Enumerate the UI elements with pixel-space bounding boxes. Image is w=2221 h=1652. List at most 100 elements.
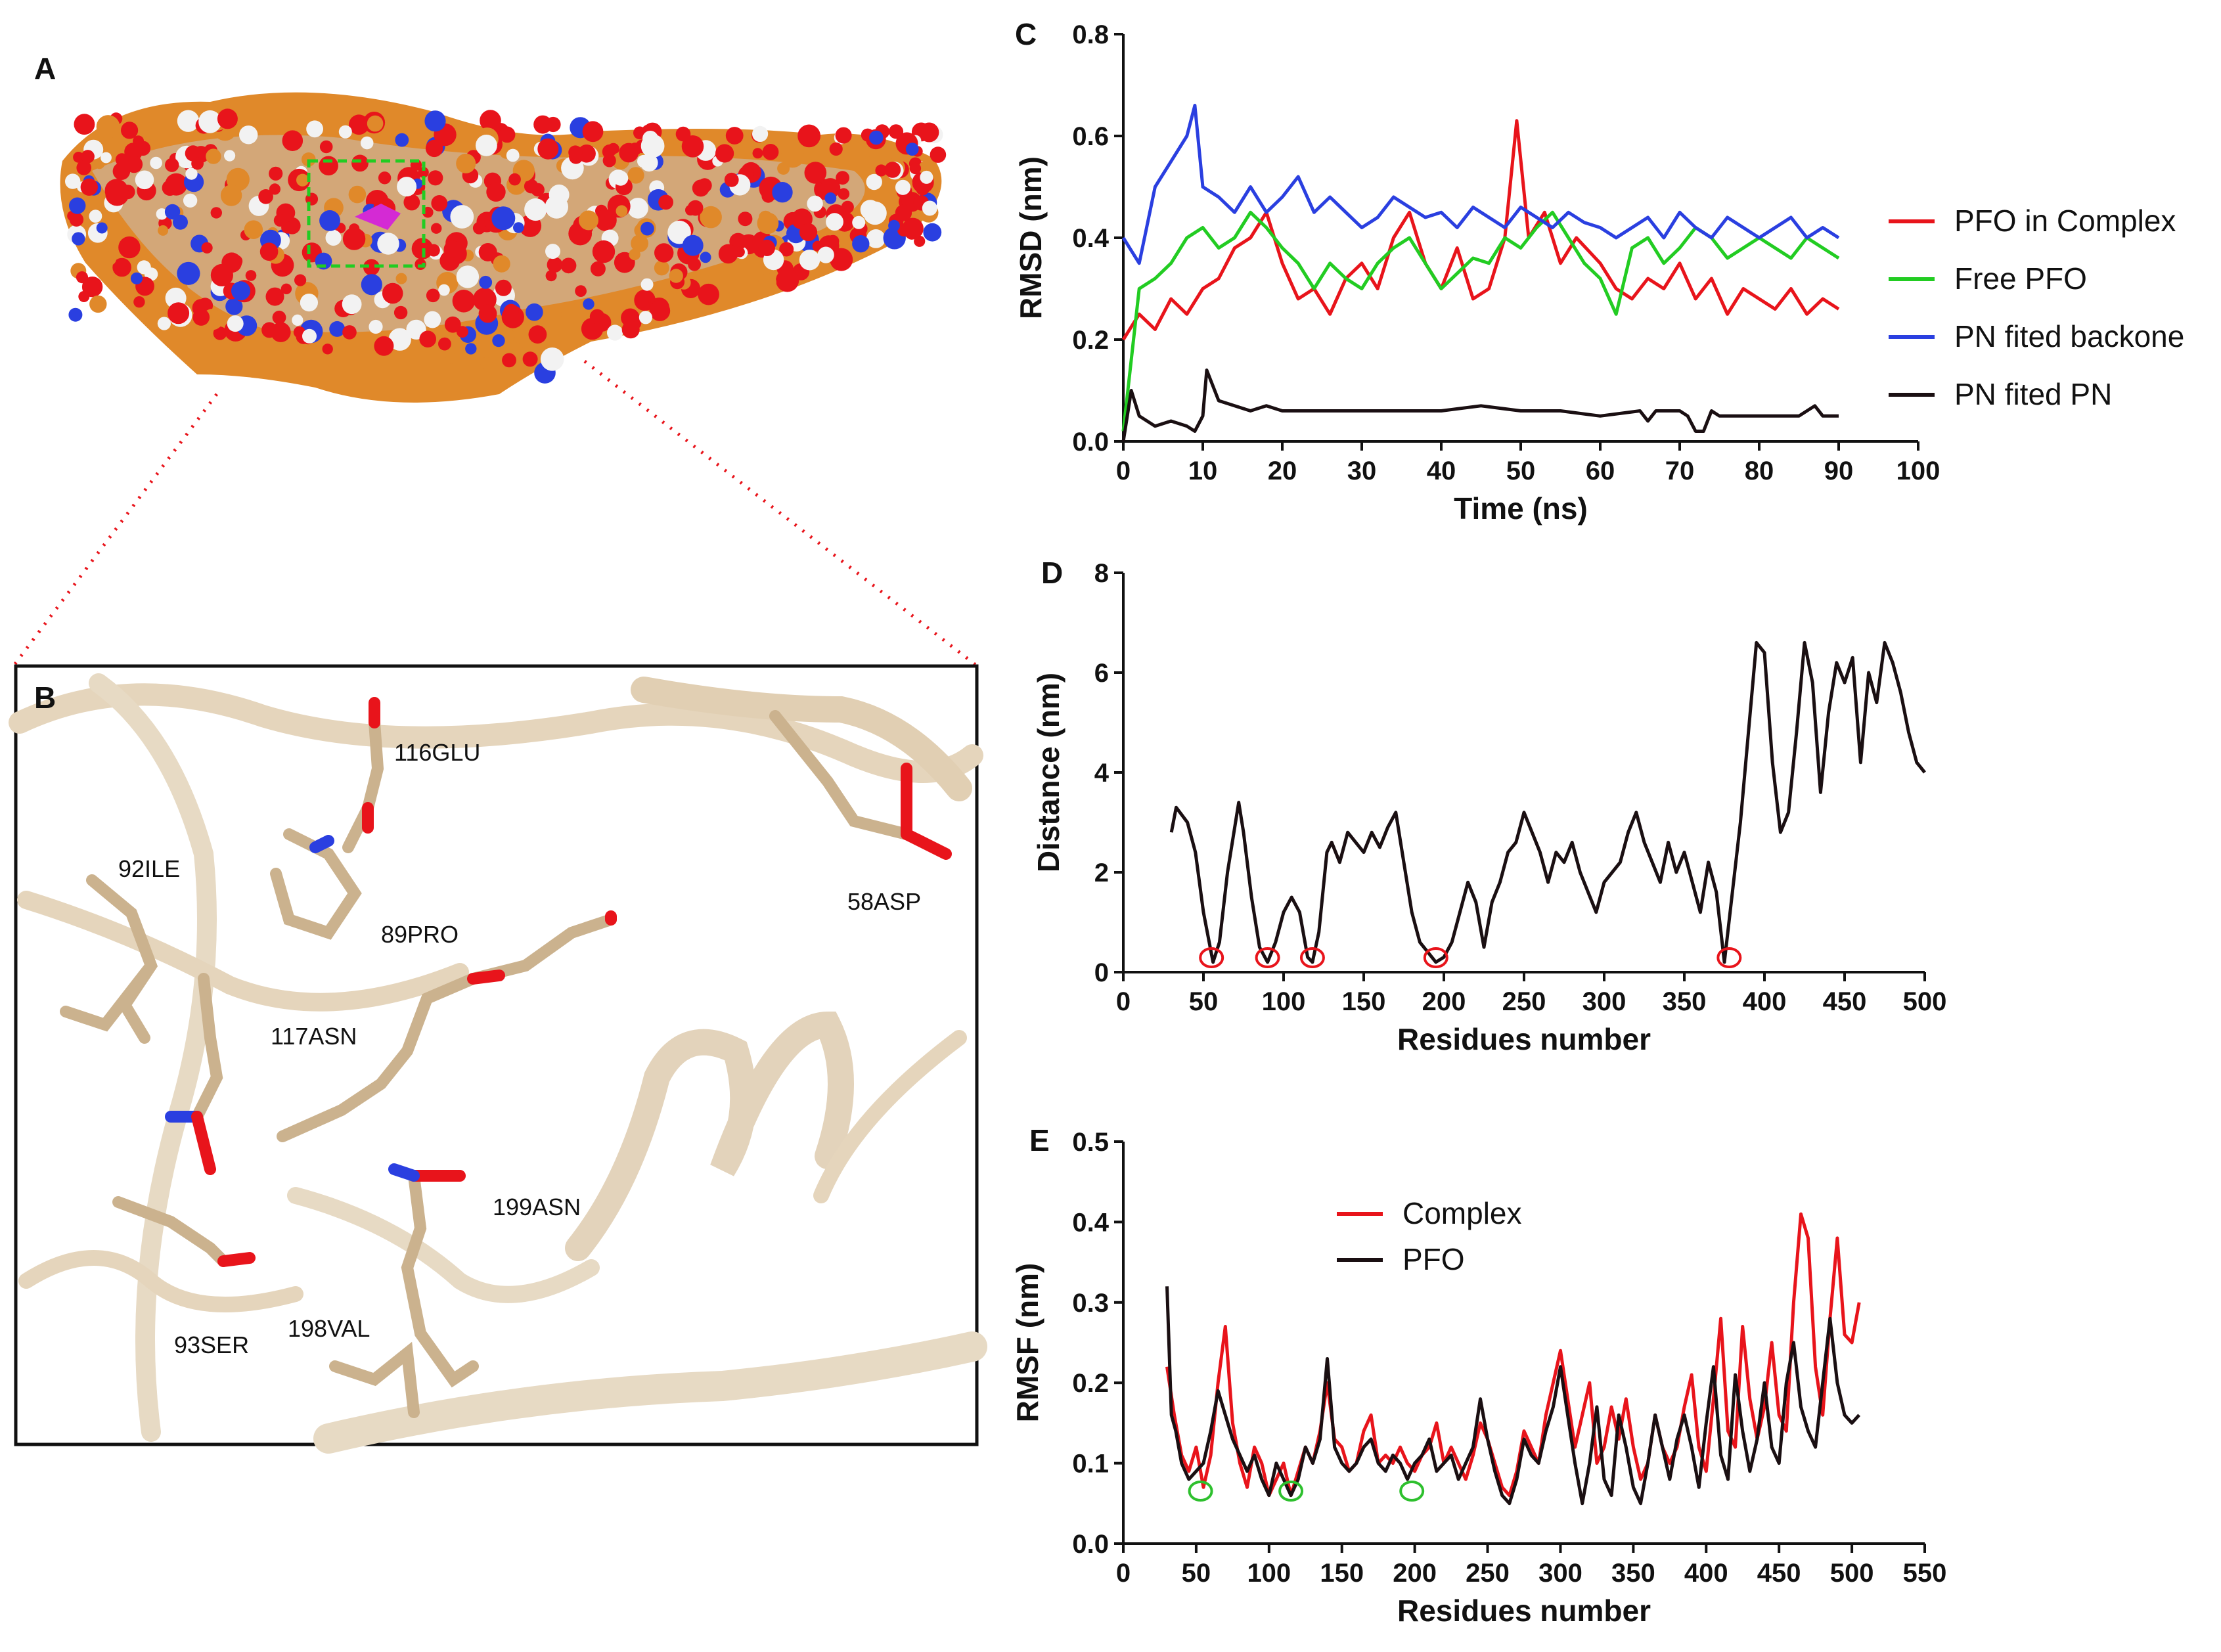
surface-atom-dot xyxy=(443,240,461,258)
surface-atom-dot xyxy=(89,210,102,223)
surface-atom-dot xyxy=(780,145,805,168)
surface-atom-dot xyxy=(590,261,606,277)
zoom-line-left xyxy=(12,393,219,666)
surface-atom-dot xyxy=(220,185,242,206)
x-tick-label: 90 xyxy=(1824,457,1854,485)
surface-atom-dot xyxy=(112,257,131,277)
surface-atom-dot xyxy=(829,142,843,156)
surface-atom-dot xyxy=(450,205,474,229)
surface-atom-dot xyxy=(909,162,922,175)
surface-atom-dot xyxy=(124,143,143,162)
surface-atom-dot xyxy=(752,148,763,159)
surface-atom-dot xyxy=(224,150,236,162)
label-89pro: 89PRO xyxy=(381,921,459,948)
surface-atom-dot xyxy=(922,200,937,216)
surface-atom-dot xyxy=(173,214,188,230)
surface-atom-dot xyxy=(367,115,384,132)
rmsf-chart: 0 50 100 150 200 250 300 350 400 450 500 550 0.0 0.1 0… xyxy=(1010,1128,1946,1628)
surface-atom-dot xyxy=(457,326,468,338)
surface-atom-dot xyxy=(74,114,95,135)
surface-atom-dot xyxy=(361,274,382,296)
surface-atom-dot xyxy=(639,311,653,324)
surface-atom-dot xyxy=(631,234,648,252)
surface-atom-dot xyxy=(306,120,323,138)
surface-atom-dot xyxy=(360,136,374,150)
surface-atom-dot xyxy=(486,182,506,202)
surface-atom-dot xyxy=(508,173,521,186)
surface-atom-dot xyxy=(669,269,683,283)
surface-atom-dot xyxy=(445,353,457,364)
surface-atom-dot xyxy=(231,281,250,301)
surface-atom-dot xyxy=(866,229,886,248)
surface-atom-dot xyxy=(817,246,834,263)
series-line-pfo-in-complex xyxy=(1121,119,1840,341)
x-tick-label: 150 xyxy=(1342,987,1386,1016)
surface-atom-dot xyxy=(492,334,505,347)
surface-atom-dot xyxy=(465,343,477,355)
surface-atom-dot xyxy=(582,121,604,143)
surface-atom-dot xyxy=(824,192,837,204)
series-line-pn-fited-backone xyxy=(1121,104,1840,265)
y-tick-label: 0.2 xyxy=(1072,326,1109,355)
x-tick-label: 50 xyxy=(1189,987,1219,1016)
surface-atom-dot xyxy=(269,183,280,195)
surface-atom-dot xyxy=(718,244,738,264)
surface-atom-dot xyxy=(183,193,198,208)
panel-a-letter: A xyxy=(34,51,56,85)
x-tick-label: 450 xyxy=(1757,1559,1801,1588)
surface-atom-dot xyxy=(476,135,497,156)
surface-atom-dot xyxy=(395,273,407,284)
surface-atom-dot xyxy=(461,350,478,367)
surface-atom-dot xyxy=(378,171,392,185)
surface-atom-dot xyxy=(869,130,884,145)
surface-atom-dot xyxy=(838,188,850,200)
x-tick-label: 350 xyxy=(1611,1559,1655,1588)
surface-atom-dot xyxy=(698,283,719,305)
y-tick-label: 0.6 xyxy=(1072,122,1109,151)
surface-atom-dot xyxy=(418,167,429,178)
x-tick-label: 60 xyxy=(1586,457,1615,485)
surface-atom-dot xyxy=(168,302,190,324)
surface-atom-dot xyxy=(185,145,202,162)
surface-atom-dot xyxy=(81,277,103,298)
x-tick-label: 30 xyxy=(1347,457,1377,485)
x-tick-label: 200 xyxy=(1393,1559,1437,1588)
label-199asn: 199ASN xyxy=(493,1194,581,1220)
series-line-pn-fited-pn xyxy=(1121,368,1839,442)
panel-e-letter: E xyxy=(1029,1123,1050,1157)
y-tick-label: 0.5 xyxy=(1072,1128,1109,1157)
surface-atom-dot xyxy=(201,242,213,254)
surface-atom-dot xyxy=(724,172,739,187)
x-tick-label: 300 xyxy=(1582,987,1626,1016)
surface-atom-dot xyxy=(135,170,154,190)
surface-atom-dot xyxy=(377,233,399,255)
surface-atom-dot xyxy=(210,207,222,219)
surface-atom-dot xyxy=(102,251,117,266)
surface-atom-dot xyxy=(478,304,497,323)
surface-atom-dot xyxy=(545,195,568,219)
surface-atom-dot xyxy=(627,167,644,184)
surface-atom-dot xyxy=(424,311,441,328)
surface-atom-dot xyxy=(820,178,841,198)
surface-atom-dot xyxy=(213,326,227,340)
surface-atom-dot xyxy=(757,212,779,234)
y-tick-label: 8 xyxy=(1094,559,1109,588)
surface-atom-dot xyxy=(592,240,616,263)
y-tick-label: 0.0 xyxy=(1072,1530,1109,1559)
surface-atom-dot xyxy=(642,131,658,146)
surface-atom-dot xyxy=(478,243,497,261)
surface-atom-dot xyxy=(905,143,919,156)
x-tick-label: 70 xyxy=(1665,457,1695,485)
surface-atom-dot xyxy=(629,143,642,156)
surface-atom-dot xyxy=(76,271,89,284)
surface-atom-dot xyxy=(568,145,583,160)
x-tick-label: 80 xyxy=(1745,457,1774,485)
surface-atom-dot xyxy=(101,152,112,164)
x-tick-label: 20 xyxy=(1268,457,1297,485)
surface-atom-dot xyxy=(292,314,303,326)
distance-chart: 0 50 100 150 200 250 300 350 400 450 500 0 2 4 6 8 Resid… xyxy=(1031,559,1946,1056)
surface-atom-dot xyxy=(629,248,640,261)
surface-atom-dot xyxy=(431,223,442,234)
surface-atom-dot xyxy=(133,296,145,308)
x-tick-label: 0 xyxy=(1116,1559,1131,1588)
